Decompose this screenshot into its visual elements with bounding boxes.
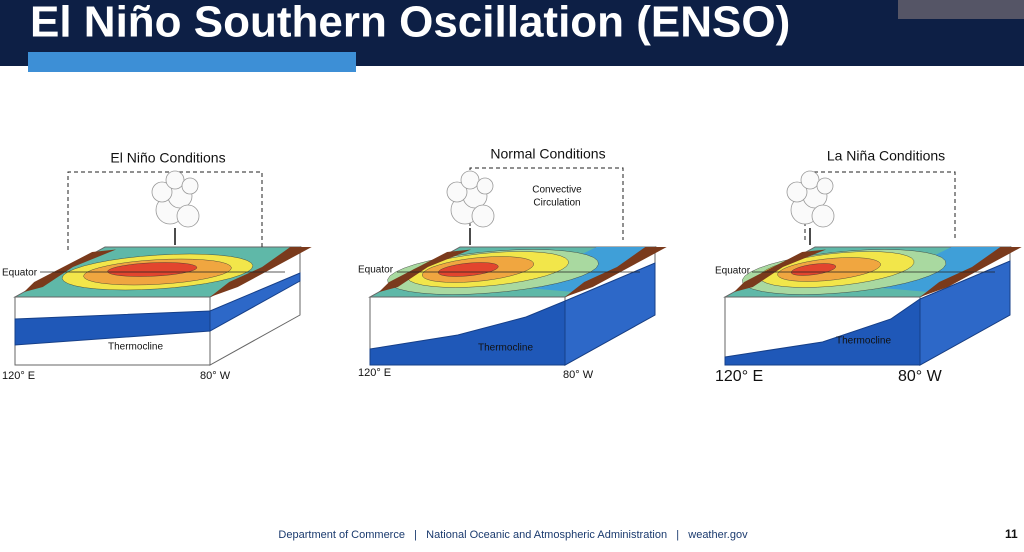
- cloud: [800, 170, 820, 190]
- cloud: [446, 181, 468, 203]
- east-label: 80° W: [898, 368, 943, 385]
- video-thumbnail: [898, 0, 1024, 19]
- cloud: [816, 177, 834, 195]
- thermocline-label: Thermocline: [478, 343, 533, 354]
- west-label: 120° E: [715, 368, 763, 385]
- slide-title: El Niño Southern Oscillation (ENSO): [30, 0, 790, 47]
- thermocline-label: Thermocline: [108, 342, 163, 353]
- circulation-loop: [67, 171, 263, 250]
- thermocline-label: Thermocline: [836, 336, 891, 347]
- thermocline-side: [209, 272, 301, 332]
- temperature-zone: [790, 263, 837, 276]
- cloud: [786, 181, 808, 203]
- cloud: [460, 170, 480, 190]
- cloud: [476, 177, 494, 195]
- diagrams: [13, 167, 1022, 366]
- west-label: 120° E: [358, 367, 391, 379]
- circulation-label: Convective: [532, 185, 582, 196]
- circulation-loop: [804, 171, 956, 240]
- panel-title: El Niño Conditions: [110, 150, 225, 166]
- cloud: [181, 177, 199, 195]
- east-label: 80° W: [563, 369, 594, 381]
- east-label: 80° W: [200, 370, 231, 382]
- cloud: [151, 181, 173, 203]
- cloud: [471, 204, 495, 228]
- cloud: [811, 204, 835, 228]
- page-number: 11: [1005, 527, 1018, 541]
- panel-title: La Niña Conditions: [827, 148, 945, 164]
- accent-bar: [28, 52, 356, 72]
- footer-text: Department of Commerce | National Oceani…: [278, 529, 748, 541]
- equator-label: Equator: [715, 266, 751, 277]
- land-west: [24, 249, 117, 292]
- temperature-zone: [107, 262, 198, 277]
- panel-title: Normal Conditions: [490, 146, 605, 162]
- equator-label: Equator: [358, 265, 394, 276]
- thermocline-side: [564, 262, 656, 366]
- circulation-label: Circulation: [533, 198, 580, 209]
- land-west: [734, 249, 827, 292]
- temperature-zone: [438, 262, 499, 277]
- cloud: [176, 204, 200, 228]
- equator-label: Equator: [2, 268, 38, 279]
- thermocline-side: [919, 260, 1011, 366]
- west-label: 120° E: [2, 370, 35, 382]
- cloud: [165, 170, 185, 190]
- land-west: [379, 249, 472, 292]
